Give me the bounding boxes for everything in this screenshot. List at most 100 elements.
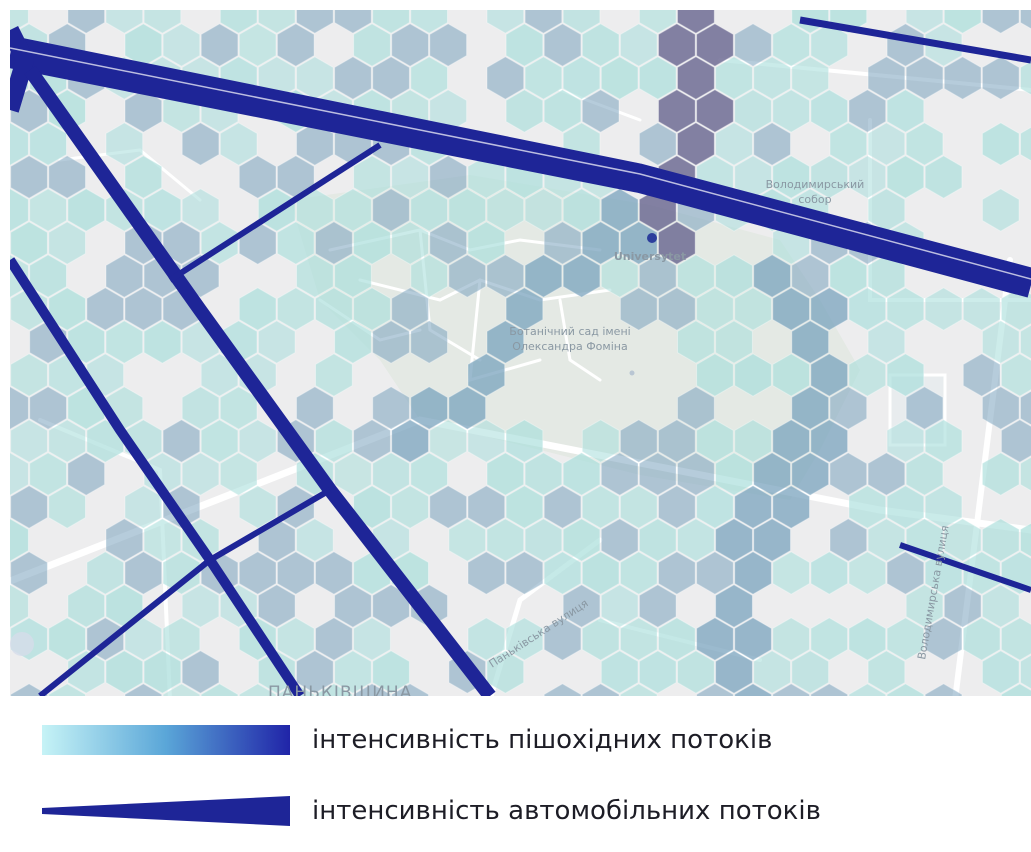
pedestrian-hex [886, 485, 925, 529]
pedestrian-hex [962, 353, 1001, 397]
pedestrian-hex [886, 617, 925, 661]
pedestrian-hex [10, 353, 48, 397]
pedestrian-hex [810, 419, 849, 463]
pedestrian-hex [677, 56, 715, 100]
pedestrian-hex [10, 551, 48, 595]
pedestrian-hex [810, 617, 849, 661]
pedestrian-hex [143, 188, 182, 232]
pedestrian-hex [848, 155, 887, 199]
pedestrian-hex [486, 254, 525, 298]
pedestrian-hex [10, 10, 29, 34]
pedestrian-hex [848, 551, 887, 595]
pedestrian-hex [124, 683, 163, 696]
pedestrian-hex [238, 155, 277, 199]
road-west-south [10, 257, 305, 696]
pedestrian-hex [372, 10, 410, 34]
pedestrian-hex [638, 518, 677, 562]
pedestrian-hex [600, 56, 639, 100]
pedestrian-hex [276, 287, 315, 331]
pedestrian-hex [524, 254, 563, 298]
pedestrian-hex [867, 650, 906, 694]
road-lower-cross [38, 487, 332, 696]
pedestrian-hex [181, 386, 220, 430]
pedestrian-hex [391, 485, 429, 529]
pedestrian-gradient-swatch [42, 725, 290, 755]
pedestrian-hex [810, 23, 849, 67]
pedestrian-hex [334, 188, 372, 232]
pedestrian-hex [562, 518, 601, 562]
pedestrian-hex [677, 386, 715, 430]
legend-vehicle-row: інтенсивність автомобільних потоків [42, 791, 821, 831]
pedestrian-hex [162, 551, 201, 595]
pedestrian-hex [410, 188, 448, 232]
pedestrian-hex [10, 452, 29, 496]
pedestrian-hex [562, 10, 601, 34]
pedestrian-hex [581, 221, 620, 265]
pedestrian-hex [981, 650, 1020, 694]
pedestrian-hex [543, 23, 582, 67]
pedestrian-hex [600, 452, 639, 496]
pedestrian-hex [67, 188, 106, 232]
pedestrian-hex [276, 551, 315, 595]
pedestrian-hex [1020, 60, 1031, 96]
pedestrian-hex [124, 89, 163, 133]
pedestrian-hex [981, 518, 1020, 562]
pedestrian-hex [619, 617, 658, 661]
pedestrian-hex [886, 287, 925, 331]
pedestrian-hex [658, 485, 696, 529]
pedestrian-hex [67, 320, 106, 364]
pedestrian-hex [810, 353, 849, 397]
pedestrian-hex [48, 155, 86, 199]
cathedral-label-line2: собор [798, 193, 831, 206]
pedestrian-hex [715, 518, 753, 562]
pedestrian-hex [619, 221, 658, 265]
pedestrian-hex [448, 188, 487, 232]
pedestrian-hex [48, 287, 86, 331]
district-label: ПАНЬКІВЩИНА [268, 683, 412, 696]
pedestrian-hex [391, 23, 429, 67]
pedestrian-hex [486, 10, 525, 34]
pedestrian-hex [391, 155, 429, 199]
pedestrian-hex [715, 254, 753, 298]
pedestrian-hex [791, 320, 830, 364]
pedestrian-hex [696, 617, 734, 661]
pedestrian-hex [105, 122, 144, 166]
pedestrian-hex [372, 386, 410, 430]
pedestrian-hex [638, 650, 677, 694]
pedestrian-hex [581, 89, 620, 133]
road-east-lower [899, 542, 1031, 593]
pedestrian-hex [505, 617, 544, 661]
pedestrian-hex [524, 452, 563, 496]
pedestrian-hex [372, 320, 410, 364]
pedestrian-hex [467, 617, 506, 661]
pedestrian-hex [10, 419, 48, 463]
pedestrian-hex [981, 584, 1020, 628]
pedestrian-hex [372, 452, 410, 496]
legend-pedestrian-row: інтенсивність пішохідних потоків [42, 720, 772, 760]
pedestrian-hex [715, 122, 753, 166]
pedestrian-hex [677, 320, 715, 364]
pedestrian-hex [10, 518, 29, 562]
pedestrian-hex [867, 122, 906, 166]
pedestrian-hex [219, 452, 258, 496]
pedestrian-hex [429, 485, 468, 529]
pedestrian-hex [1020, 522, 1031, 558]
pedestrian-hex [734, 419, 772, 463]
pedestrian-hex [238, 551, 277, 595]
pedestrian-hex [848, 353, 887, 397]
pedestrian-hex [753, 122, 791, 166]
map-view[interactable]: Universytet Володимирський собор Ботаніч… [10, 10, 1031, 696]
pedestrian-hex [543, 221, 582, 265]
pedestrian-hex [562, 188, 601, 232]
pedestrian-hex [734, 683, 772, 696]
pedestrian-hex [467, 419, 506, 463]
pedestrian-hex [276, 617, 315, 661]
pedestrian-hex [391, 221, 429, 265]
pedestrian-hex [1020, 324, 1031, 360]
pedestrian-hex [1000, 617, 1031, 661]
pedestrian-hex [829, 122, 868, 166]
pedestrian-hex [353, 683, 391, 696]
pedestrian-hex [334, 452, 372, 496]
pedestrian-hex [162, 419, 201, 463]
pedestrian-hex [581, 419, 620, 463]
